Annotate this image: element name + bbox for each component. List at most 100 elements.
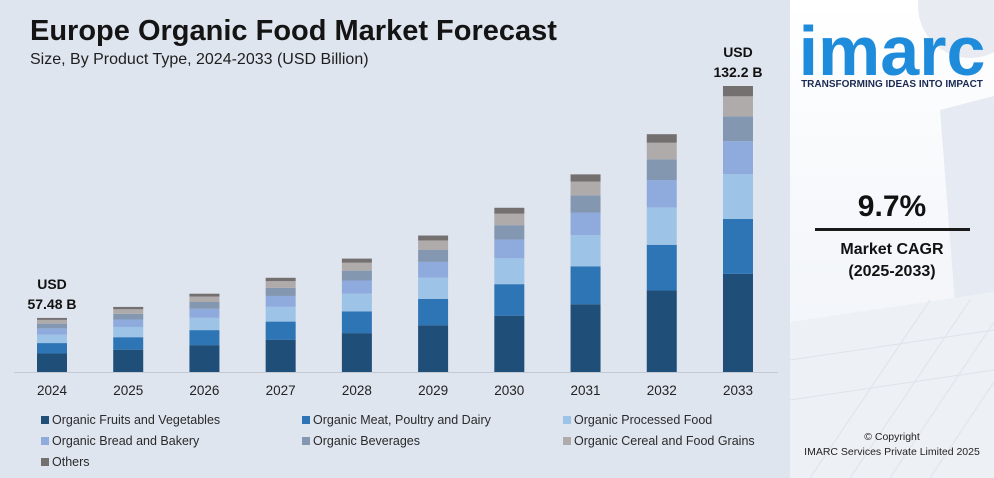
bar-segment-2028-others [341, 258, 372, 263]
background-photo [790, 0, 994, 478]
bar-segment-2028-organic-meat-poultry-and-dairy [341, 311, 372, 334]
legend-swatch [563, 415, 571, 424]
legend-item-others: Others [41, 451, 302, 472]
bar-2026 [189, 293, 220, 372]
bar-segment-2028-organic-fruits-and-vegetables [341, 333, 372, 372]
legend-label: Organic Fruits and Vegetables [52, 412, 221, 427]
bar-2028 [341, 258, 372, 372]
bar-segment-2026-others [189, 293, 220, 297]
bar-segment-2026-organic-processed-food [189, 317, 220, 331]
bar-segment-2025-organic-fruits-and-vegetables [113, 349, 144, 372]
bar-segment-2030-organic-cereal-and-food-grains [494, 213, 525, 226]
bar-segment-2031-organic-beverages [570, 195, 601, 213]
x-tick-label-2031: 2031 [571, 383, 601, 398]
bar-segment-2024-organic-meat-poultry-and-dairy [37, 343, 67, 354]
data-label-unit-2024: USD [37, 276, 67, 292]
bar-segment-2030-organic-fruits-and-vegetables [494, 315, 525, 372]
data-label-value-2024: 57.48 B [27, 296, 76, 312]
legend-label: Others [52, 454, 90, 469]
bar-segment-2033-organic-processed-food [722, 174, 753, 219]
bar-2029 [418, 235, 449, 372]
bar-segment-2033-organic-beverages [722, 116, 753, 142]
bar-segment-2032-organic-beverages [646, 159, 677, 181]
bar-segment-2024-others [37, 317, 67, 320]
bar-segment-2025-organic-beverages [113, 313, 144, 320]
bar-2027 [265, 277, 296, 372]
x-tick-label-2024: 2024 [37, 383, 68, 398]
legend-item-organic-cereal-and-food-grains: Organic Cereal and Food Grains [563, 430, 788, 451]
bar-segment-2029-others [418, 235, 449, 241]
bar-segment-2030-others [494, 207, 525, 214]
bar-segment-2026-organic-cereal-and-food-grains [189, 296, 220, 303]
legend-swatch [41, 436, 49, 445]
bar-segment-2028-organic-cereal-and-food-grains [341, 262, 372, 271]
bar-segment-2032-organic-bread-and-bakery [646, 180, 677, 208]
bar-segment-2024-organic-fruits-and-vegetables [37, 353, 67, 372]
bar-segment-2024-organic-cereal-and-food-grains [37, 319, 67, 324]
legend-label: Organic Meat, Poultry and Dairy [313, 412, 491, 427]
bar-segment-2032-others [646, 134, 677, 143]
legend-item-organic-beverages: Organic Beverages [302, 430, 563, 451]
bar-segment-2027-organic-fruits-and-vegetables [265, 339, 296, 372]
bar-segment-2033-organic-fruits-and-vegetables [722, 273, 753, 372]
bar-segment-2031-organic-bread-and-bakery [570, 212, 601, 236]
summary-panel: imarc TRANSFORMING IDEAS INTO IMPACT 9.7… [790, 0, 994, 478]
x-tick-label-2025: 2025 [113, 383, 143, 398]
bar-segment-2026-organic-bread-and-bakery [189, 308, 220, 318]
bar-segment-2030-organic-processed-food [494, 258, 525, 285]
x-tick-label-2026: 2026 [189, 383, 219, 398]
bar-segment-2033-organic-bread-and-bakery [722, 141, 753, 175]
bar-segment-2026-organic-fruits-and-vegetables [189, 345, 220, 372]
bar-segment-2031-organic-fruits-and-vegetables [570, 304, 601, 372]
bar-segment-2031-others [570, 174, 601, 182]
cagr-value: 9.7% [857, 190, 927, 223]
bar-segment-2030-organic-beverages [494, 225, 525, 240]
legend-item-organic-meat-poultry-and-dairy: Organic Meat, Poultry and Dairy [302, 409, 563, 430]
legend-label: Organic Processed Food [574, 412, 713, 427]
imarc-logo: imarc [798, 12, 986, 90]
bar-2031 [570, 174, 601, 372]
bar-segment-2030-organic-meat-poultry-and-dairy [494, 284, 525, 316]
legend-label: Organic Bread and Bakery [52, 433, 200, 448]
legend-swatch [41, 415, 49, 424]
legend-swatch [41, 457, 49, 466]
bar-2032 [646, 134, 677, 372]
chart-legend: Organic Fruits and Vegetables Organic Me… [41, 409, 788, 472]
bar-segment-2025-organic-meat-poultry-and-dairy [113, 337, 144, 350]
bar-segment-2033-others [722, 86, 753, 97]
bar-segment-2032-organic-processed-food [646, 207, 677, 245]
cagr-divider [815, 228, 970, 231]
bar-segment-2031-organic-processed-food [570, 235, 601, 267]
bar-segment-2026-organic-meat-poultry-and-dairy [189, 330, 220, 346]
bar-segment-2027-others [265, 277, 296, 282]
bar-segment-2031-organic-cereal-and-food-grains [570, 181, 601, 196]
chart-panel: Europe Organic Food Market Forecast Size… [0, 0, 790, 478]
copyright-notice: © Copyright [864, 431, 920, 443]
bar-segment-2032-organic-fruits-and-vegetables [646, 290, 677, 372]
data-label-unit-2033: USD [723, 44, 753, 60]
bar-segment-2025-organic-cereal-and-food-grains [113, 309, 144, 314]
bar-segment-2027-organic-cereal-and-food-grains [265, 281, 296, 288]
bar-segment-2027-organic-meat-poultry-and-dairy [265, 321, 296, 340]
x-tick-label-2033: 2033 [723, 383, 753, 398]
legend-item-organic-fruits-and-vegetables: Organic Fruits and Vegetables [41, 409, 302, 430]
bar-segment-2031-organic-meat-poultry-and-dairy [570, 266, 601, 305]
chart-plot: 2024 2025 2026 2027 2028 2029 2030 2031 2032 2033… [14, 44, 778, 398]
bar-segment-2029-organic-beverages [418, 249, 449, 262]
bar-segment-2032-organic-cereal-and-food-grains [646, 142, 677, 160]
legend-item-organic-bread-and-bakery: Organic Bread and Bakery [41, 430, 302, 451]
x-tick-label-2028: 2028 [342, 383, 372, 398]
bar-segment-2033-organic-cereal-and-food-grains [722, 96, 753, 117]
data-label-value-2033: 132.2 B [713, 64, 762, 80]
bar-segment-2030-organic-bread-and-bakery [494, 239, 525, 259]
bar-segment-2029-organic-bread-and-bakery [418, 261, 449, 278]
legend-label: Organic Cereal and Food Grains [574, 433, 755, 448]
cagr-label: Market CAGR [840, 241, 944, 258]
legend-item-organic-processed-food: Organic Processed Food [563, 409, 788, 430]
bar-segment-2024-organic-beverages [37, 323, 67, 329]
chart-subtitle: Size, By Product Type, 2024-2033 (USD Bi… [30, 51, 369, 68]
x-tick-label-2030: 2030 [494, 383, 524, 398]
bar-segment-2025-others [113, 306, 144, 310]
bar-segment-2025-organic-processed-food [113, 326, 144, 338]
legend-swatch [563, 436, 571, 445]
